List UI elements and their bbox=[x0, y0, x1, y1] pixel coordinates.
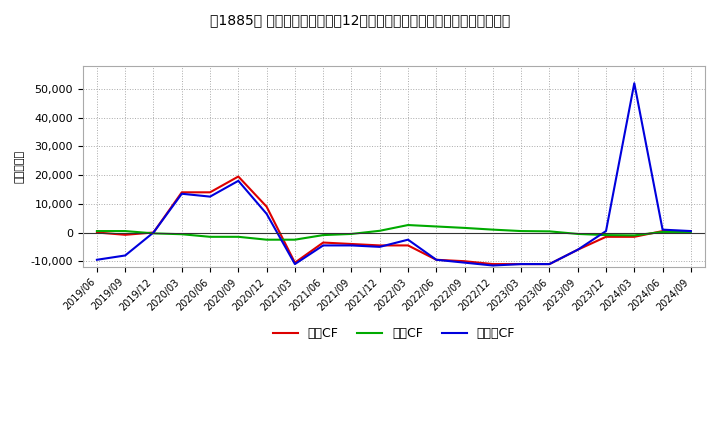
営業CF bbox=[687, 228, 696, 234]
営業CF bbox=[545, 261, 554, 267]
営業CF bbox=[234, 174, 243, 179]
営業CF bbox=[460, 259, 469, 264]
投資CF bbox=[375, 228, 384, 234]
投資CF bbox=[149, 231, 158, 236]
営業CF bbox=[347, 242, 356, 247]
営業CF bbox=[375, 243, 384, 248]
営業CF bbox=[262, 204, 271, 209]
営業CF bbox=[573, 247, 582, 253]
フリーCF bbox=[177, 191, 186, 196]
営業CF bbox=[177, 190, 186, 195]
営業CF bbox=[319, 240, 328, 245]
投資CF bbox=[460, 225, 469, 231]
フリーCF bbox=[489, 263, 498, 268]
Line: フリーCF: フリーCF bbox=[97, 83, 691, 265]
営業CF bbox=[489, 261, 498, 267]
投資CF bbox=[319, 232, 328, 238]
フリーCF bbox=[121, 253, 130, 258]
営業CF bbox=[206, 190, 215, 195]
投資CF bbox=[432, 224, 441, 229]
フリーCF bbox=[630, 81, 639, 86]
投資CF bbox=[291, 237, 300, 242]
フリーCF bbox=[291, 261, 300, 267]
営業CF bbox=[404, 243, 413, 248]
投資CF bbox=[234, 234, 243, 239]
営業CF bbox=[517, 261, 526, 267]
フリーCF bbox=[319, 243, 328, 248]
投資CF bbox=[517, 228, 526, 234]
Legend: 営業CF, 投資CF, フリーCF: 営業CF, 投資CF, フリーCF bbox=[268, 322, 521, 345]
投資CF bbox=[262, 237, 271, 242]
フリーCF bbox=[602, 228, 611, 234]
営業CF bbox=[93, 230, 102, 235]
投資CF bbox=[206, 234, 215, 239]
フリーCF bbox=[404, 237, 413, 242]
フリーCF bbox=[375, 244, 384, 249]
投資CF bbox=[121, 228, 130, 234]
フリーCF bbox=[545, 261, 554, 267]
フリーCF bbox=[149, 230, 158, 235]
フリーCF bbox=[432, 257, 441, 262]
フリーCF bbox=[687, 228, 696, 234]
投資CF bbox=[630, 233, 639, 238]
投資CF bbox=[545, 229, 554, 234]
Line: 投資CF: 投資CF bbox=[97, 225, 691, 240]
投資CF bbox=[489, 227, 498, 232]
フリーCF bbox=[234, 178, 243, 183]
営業CF bbox=[149, 230, 158, 235]
投資CF bbox=[93, 228, 102, 234]
営業CF bbox=[602, 234, 611, 239]
フリーCF bbox=[517, 261, 526, 267]
投資CF bbox=[602, 232, 611, 238]
投資CF bbox=[658, 229, 667, 235]
投資CF bbox=[573, 231, 582, 237]
営業CF bbox=[658, 228, 667, 234]
フリーCF bbox=[573, 247, 582, 253]
Line: 営業CF: 営業CF bbox=[97, 176, 691, 264]
フリーCF bbox=[658, 227, 667, 232]
Text: ［1885］ キャッシュフローの12か月移動合計の対前年同期増減額の推移: ［1885］ キャッシュフローの12か月移動合計の対前年同期増減額の推移 bbox=[210, 13, 510, 27]
営業CF bbox=[630, 234, 639, 239]
営業CF bbox=[121, 232, 130, 238]
営業CF bbox=[432, 257, 441, 262]
投資CF bbox=[347, 231, 356, 237]
投資CF bbox=[687, 229, 696, 235]
フリーCF bbox=[262, 211, 271, 216]
フリーCF bbox=[460, 260, 469, 265]
フリーCF bbox=[93, 257, 102, 262]
営業CF bbox=[291, 260, 300, 265]
投資CF bbox=[404, 222, 413, 227]
フリーCF bbox=[347, 243, 356, 248]
フリーCF bbox=[206, 194, 215, 199]
投資CF bbox=[177, 231, 186, 237]
Y-axis label: （百万円）: （百万円） bbox=[15, 150, 25, 183]
